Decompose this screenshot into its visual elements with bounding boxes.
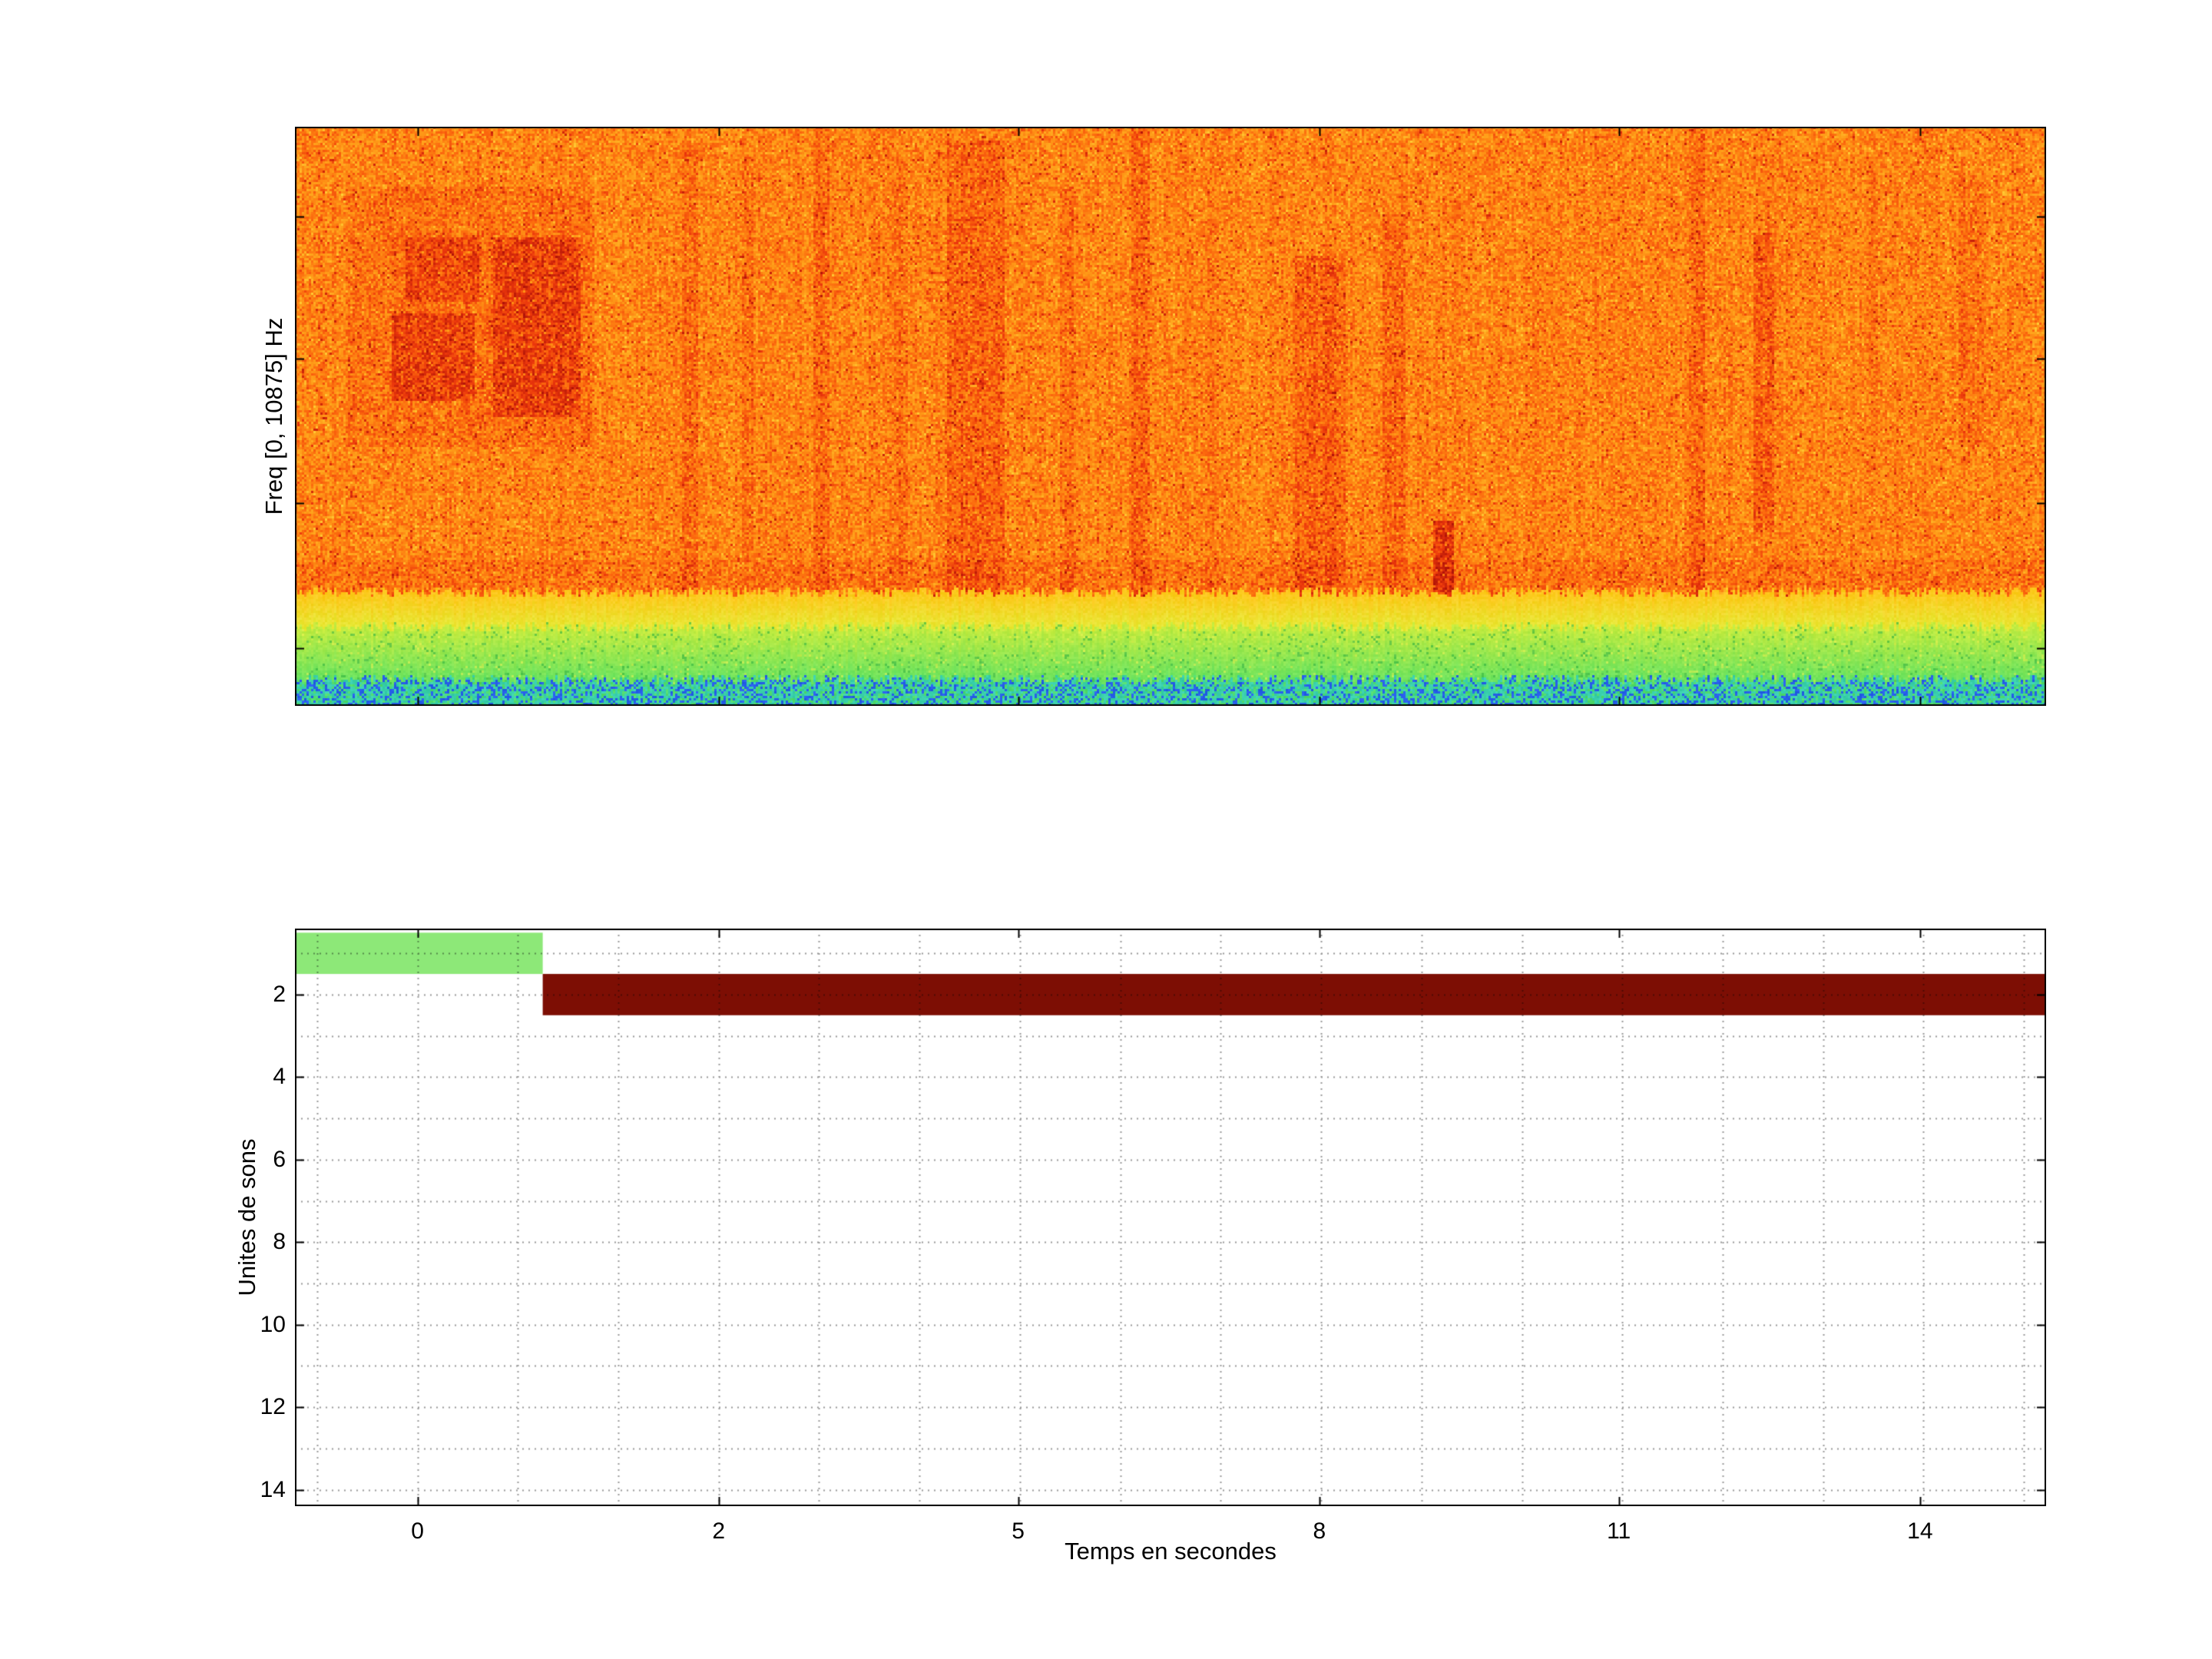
timeline-xlabel: Temps en secondes xyxy=(1065,1538,1277,1565)
x-tick-label: 0 xyxy=(411,1518,424,1544)
x-tick-label: 5 xyxy=(1012,1518,1025,1544)
y-tick-label: 8 xyxy=(273,1229,286,1255)
timeline-ylabel: Unites de sons xyxy=(233,1138,260,1296)
y-tick-label: 14 xyxy=(260,1476,286,1502)
y-tick-label: 12 xyxy=(260,1394,286,1420)
spectrogram-ylabel: Freq [0, 10875] Hz xyxy=(260,317,287,515)
spectrogram-canvas xyxy=(295,127,2046,706)
x-tick-label: 14 xyxy=(1907,1518,1933,1544)
x-tick-label: 11 xyxy=(1607,1518,1631,1544)
y-tick-label: 2 xyxy=(273,981,286,1007)
x-tick-label: 8 xyxy=(1313,1518,1326,1544)
y-tick-label: 10 xyxy=(260,1311,286,1337)
x-tick-label: 2 xyxy=(712,1518,726,1544)
timeline-canvas xyxy=(295,929,2046,1506)
y-tick-label: 6 xyxy=(273,1146,286,1172)
y-tick-label: 4 xyxy=(273,1064,286,1090)
